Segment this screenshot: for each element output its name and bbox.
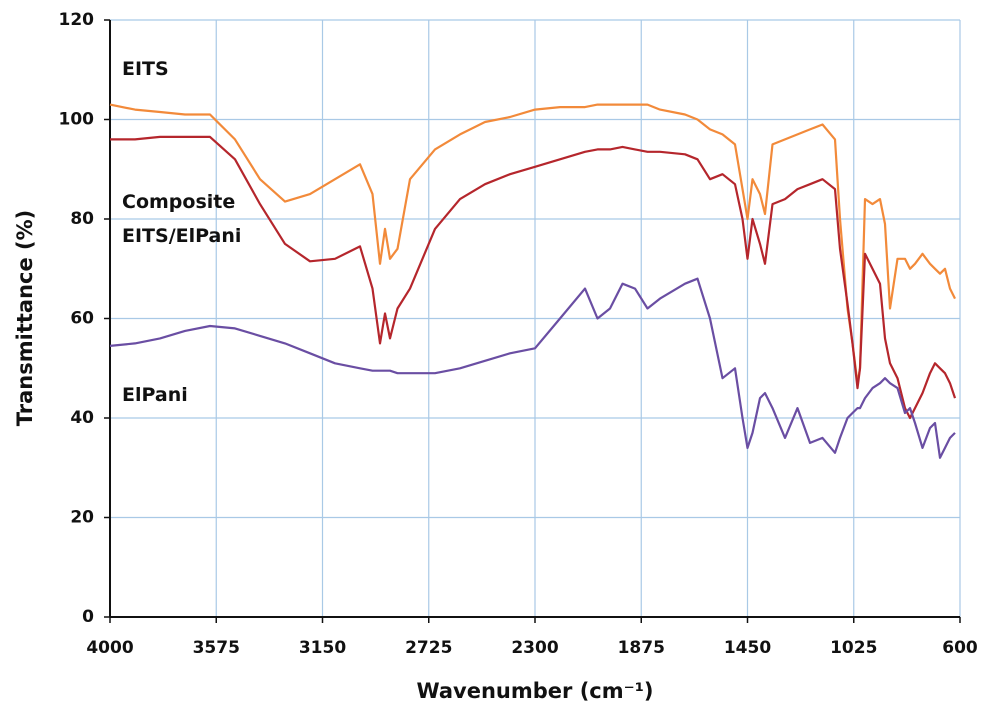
x-tick-label: 1025	[830, 638, 877, 658]
y-tick-label: 100	[59, 110, 95, 130]
y-tick-label: 0	[82, 607, 94, 627]
y-tick-label: 80	[70, 209, 94, 229]
series-line	[109, 103, 956, 385]
x-tick-label: 2300	[511, 638, 558, 658]
x-tick-label: 600	[942, 638, 978, 658]
y-axis-title: Transmittance (%)	[13, 210, 37, 427]
series-line	[109, 277, 956, 459]
series-label: Composite EITS/ElPani	[122, 191, 242, 247]
series-label: EITS	[122, 58, 169, 80]
x-tick-label: 2725	[405, 638, 452, 658]
x-tick-label: 1450	[724, 638, 771, 658]
x-tick-label: 3150	[299, 638, 346, 658]
x-axis-title: Wavenumber (cm⁻¹)	[416, 679, 653, 703]
y-tick-label: 60	[70, 309, 94, 329]
y-tick-label: 120	[59, 10, 95, 30]
y-tick-label: 40	[70, 408, 94, 428]
x-tick-label: 3575	[193, 638, 240, 658]
series-label: ElPani	[122, 384, 188, 406]
series-line	[110, 135, 957, 420]
x-tick-label: 4000	[86, 638, 133, 658]
x-tick-label: 1875	[618, 638, 665, 658]
y-tick-label: 20	[70, 508, 94, 528]
